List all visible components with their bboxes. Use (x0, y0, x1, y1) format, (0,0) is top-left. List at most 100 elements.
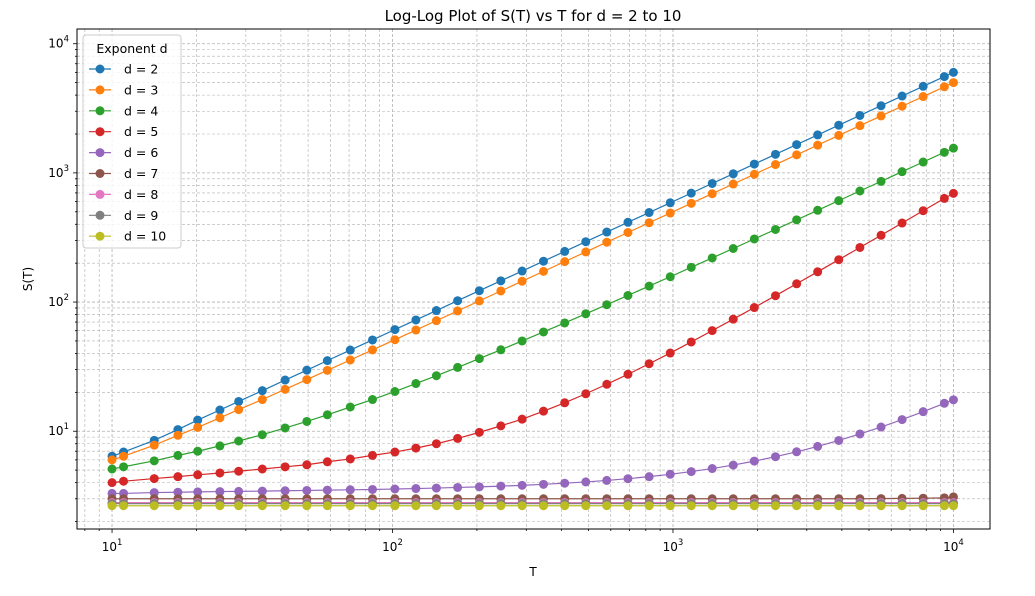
data-point (644, 281, 654, 291)
data-point (302, 485, 312, 495)
data-point (897, 91, 907, 101)
data-point (496, 345, 506, 355)
data-point (257, 501, 267, 511)
data-point (367, 501, 377, 511)
data-point (193, 487, 203, 497)
data-point (280, 501, 290, 511)
data-point (834, 501, 844, 511)
data-point (234, 436, 244, 446)
data-point (813, 205, 823, 215)
data-point (193, 415, 203, 425)
major-grid (77, 29, 990, 529)
x-axis-ticks: 101 102 103 104 (84, 529, 964, 554)
data-point (411, 484, 421, 494)
data-point (918, 501, 928, 511)
data-point (623, 227, 633, 237)
data-point (431, 439, 441, 449)
data-point (411, 315, 421, 325)
data-point (538, 501, 548, 511)
data-point (918, 206, 928, 216)
series-line (111, 147, 954, 470)
legend-label: d = 3 (124, 82, 158, 97)
data-point (538, 327, 548, 337)
legend-label: d = 9 (124, 208, 158, 223)
data-point (280, 486, 290, 496)
x-tick-label: 101 (102, 538, 123, 554)
x-tick-label: 104 (943, 538, 964, 554)
data-point (897, 218, 907, 228)
data-point (581, 501, 591, 511)
y-tick-label: 104 (48, 35, 69, 51)
data-point (876, 176, 886, 186)
data-point (602, 475, 612, 485)
data-point (496, 421, 506, 431)
data-point (173, 501, 183, 511)
data-point (257, 486, 267, 496)
x-axis-label: T (528, 565, 537, 579)
y-tick-label: 103 (48, 164, 69, 180)
data-point (390, 325, 400, 335)
data-point (215, 487, 225, 497)
data-point (302, 375, 312, 385)
data-point (792, 447, 802, 457)
data-point (602, 227, 612, 237)
y-axis-ticks: 101 102 103 104 (48, 35, 77, 522)
data-point (749, 501, 759, 511)
data-point (813, 130, 823, 140)
data-point (665, 501, 675, 511)
data-point (813, 501, 823, 511)
data-point (728, 460, 738, 470)
data-point (686, 188, 696, 198)
data-point (496, 481, 506, 491)
data-point (876, 501, 886, 511)
data-point (538, 406, 548, 416)
data-point (623, 369, 633, 379)
data-point (686, 198, 696, 208)
data-point (367, 345, 377, 355)
data-point (948, 78, 958, 88)
data-point (149, 456, 159, 466)
data-point (474, 286, 484, 296)
data-point (855, 242, 865, 252)
data-point (897, 101, 907, 111)
data-point (257, 430, 267, 440)
data-point (581, 309, 591, 319)
data-point (367, 335, 377, 345)
legend-label: d = 5 (124, 124, 158, 139)
legend-marker (95, 231, 105, 241)
data-point (496, 286, 506, 296)
data-point (770, 452, 780, 462)
data-point (411, 325, 421, 335)
data-point (517, 276, 527, 286)
data-point (792, 215, 802, 225)
data-point (119, 501, 129, 511)
series-4 (107, 188, 958, 488)
data-point (149, 488, 159, 498)
data-point (107, 464, 117, 474)
data-point (918, 92, 928, 102)
data-point (390, 501, 400, 511)
data-point (749, 234, 759, 244)
data-point (644, 208, 654, 218)
data-point (834, 120, 844, 130)
data-point (792, 140, 802, 150)
series-3 (107, 143, 958, 474)
data-point (280, 375, 290, 385)
data-point (581, 237, 591, 247)
data-point (834, 255, 844, 265)
data-point (939, 147, 949, 157)
data-point (215, 501, 225, 511)
data-point (560, 257, 570, 267)
data-point (367, 395, 377, 405)
data-point (855, 186, 865, 196)
data-point (453, 306, 463, 316)
data-point (623, 501, 633, 511)
data-point (345, 355, 355, 365)
data-point (939, 82, 949, 92)
data-point (770, 149, 780, 159)
data-point (302, 501, 312, 511)
data-point (215, 405, 225, 415)
data-point (345, 402, 355, 412)
data-point (149, 501, 159, 511)
data-point (686, 467, 696, 477)
